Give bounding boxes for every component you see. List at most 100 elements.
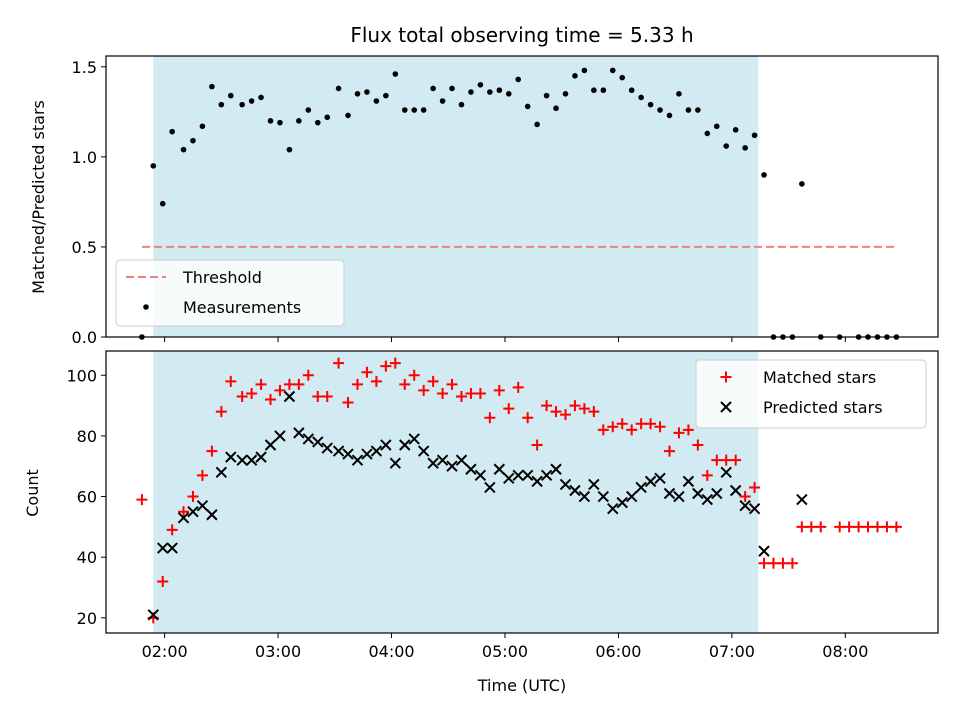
data-point bbox=[777, 557, 789, 569]
data-point bbox=[420, 107, 427, 113]
data-point bbox=[559, 478, 572, 491]
data-point bbox=[673, 490, 685, 503]
x-tick-label: 05:00 bbox=[482, 642, 528, 661]
data-point bbox=[635, 481, 647, 494]
legend-label: Measurements bbox=[183, 298, 301, 317]
data-point bbox=[553, 105, 559, 112]
data-point bbox=[758, 557, 770, 569]
data-point bbox=[512, 469, 524, 482]
data-point bbox=[474, 469, 487, 482]
data-point bbox=[505, 91, 512, 97]
data-point bbox=[739, 491, 751, 503]
data-point bbox=[267, 118, 274, 124]
data-point bbox=[342, 448, 354, 460]
data-point bbox=[147, 609, 159, 621]
data-point bbox=[408, 433, 420, 445]
data-point bbox=[654, 472, 666, 485]
y-tick-label: 60 bbox=[77, 488, 97, 507]
data-point bbox=[550, 463, 562, 475]
data-point bbox=[597, 424, 609, 436]
data-point bbox=[439, 98, 446, 104]
data-point bbox=[644, 475, 657, 488]
data-point bbox=[474, 387, 486, 399]
data-point bbox=[354, 91, 361, 97]
data-point bbox=[682, 424, 694, 436]
x-tick-label: 08:00 bbox=[822, 642, 868, 661]
data-point bbox=[302, 433, 315, 445]
data-point bbox=[853, 521, 865, 533]
legend-label: Threshold bbox=[182, 268, 262, 287]
legend-box bbox=[695, 359, 927, 429]
data-point bbox=[682, 475, 695, 488]
data-point bbox=[815, 521, 827, 533]
data-point bbox=[843, 521, 855, 533]
data-point bbox=[455, 390, 467, 402]
data-point bbox=[465, 463, 477, 475]
data-point bbox=[178, 506, 190, 518]
data-point bbox=[236, 454, 248, 466]
data-point bbox=[430, 85, 436, 92]
data-point bbox=[796, 493, 808, 506]
y-tick-label: 1.5 bbox=[72, 58, 97, 77]
data-point bbox=[600, 87, 607, 94]
data-point bbox=[258, 94, 264, 101]
data-point bbox=[581, 67, 588, 74]
data-point bbox=[543, 92, 550, 99]
data-point bbox=[748, 502, 761, 515]
series-matched-stars bbox=[136, 357, 902, 624]
data-point bbox=[541, 400, 553, 412]
data-point bbox=[293, 378, 305, 390]
data-point bbox=[418, 384, 430, 396]
data-point bbox=[711, 454, 723, 466]
observing-span bbox=[153, 351, 759, 633]
data-point bbox=[616, 418, 628, 430]
data-point bbox=[578, 490, 591, 503]
data-point bbox=[321, 442, 333, 454]
data-point bbox=[550, 406, 562, 418]
data-point bbox=[206, 445, 218, 457]
y-tick-label: 80 bbox=[77, 427, 97, 446]
data-point bbox=[399, 378, 411, 390]
data-point bbox=[225, 375, 237, 387]
x-tick-label: 07:00 bbox=[709, 642, 755, 661]
data-point bbox=[248, 98, 255, 104]
data-point bbox=[335, 85, 342, 92]
data-point bbox=[293, 427, 305, 439]
data-point bbox=[805, 521, 817, 533]
legend-label: Predicted stars bbox=[763, 398, 883, 417]
data-point bbox=[446, 460, 458, 472]
data-point bbox=[496, 87, 503, 94]
data-point bbox=[761, 172, 767, 178]
data-point bbox=[572, 73, 578, 79]
data-point bbox=[465, 387, 477, 399]
data-point bbox=[701, 469, 713, 481]
data-point bbox=[380, 360, 392, 372]
data-point bbox=[187, 491, 199, 503]
data-point bbox=[591, 87, 597, 94]
legend-swatch bbox=[720, 371, 732, 383]
data-point bbox=[215, 406, 227, 418]
data-point bbox=[607, 502, 619, 515]
data-point bbox=[493, 384, 505, 396]
data-point bbox=[169, 128, 175, 135]
x-tick-label: 03:00 bbox=[255, 642, 301, 661]
data-point bbox=[246, 387, 258, 399]
data-point bbox=[283, 378, 295, 390]
data-point bbox=[692, 439, 704, 451]
data-point bbox=[236, 390, 248, 402]
data-point bbox=[673, 427, 685, 439]
y-tick-label: 40 bbox=[77, 548, 97, 567]
data-point bbox=[312, 390, 324, 402]
data-point bbox=[676, 91, 682, 97]
data-point bbox=[647, 101, 654, 108]
y-tick-label: 20 bbox=[77, 609, 97, 628]
data-point bbox=[166, 542, 178, 554]
data-point bbox=[286, 146, 293, 153]
data-point bbox=[380, 439, 392, 451]
data-point bbox=[436, 454, 449, 466]
data-point bbox=[196, 499, 209, 512]
data-point bbox=[427, 457, 439, 469]
data-point bbox=[314, 119, 321, 126]
x-tick-label: 06:00 bbox=[595, 642, 641, 661]
data-point bbox=[455, 454, 468, 466]
